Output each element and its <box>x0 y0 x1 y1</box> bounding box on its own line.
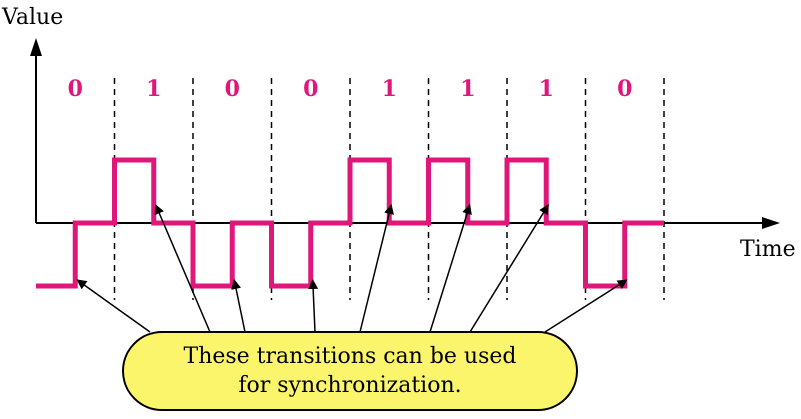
callout-bubble <box>122 331 578 411</box>
bit-label: 1 <box>382 76 397 102</box>
transition-arrow <box>469 204 549 333</box>
x-axis-arrowhead <box>762 217 780 229</box>
bit-label: 0 <box>303 76 318 102</box>
bit-labels: 0 1 0 0 1 1 1 0 <box>68 76 633 102</box>
y-axis-arrowhead <box>30 38 42 56</box>
bit-label: 1 <box>539 76 554 102</box>
bit-label: 0 <box>225 76 240 102</box>
transition-arrow <box>154 204 211 333</box>
bit-label: 0 <box>68 76 83 102</box>
y-axis-label: Value <box>1 5 63 30</box>
transition-arrow <box>429 204 472 333</box>
bit-label: 1 <box>146 76 161 102</box>
transition-arrow <box>544 279 628 333</box>
transition-arrow <box>308 279 319 333</box>
transition-arrow <box>231 279 246 333</box>
bit-label: 1 <box>460 76 475 102</box>
bit-label: 0 <box>617 76 632 102</box>
transition-arrow <box>359 204 394 333</box>
callout-line-1: These transitions can be used <box>184 344 517 369</box>
transition-arrows <box>76 204 628 333</box>
x-axis-label: Time <box>740 237 796 262</box>
callout-line-2: for synchronization. <box>238 373 461 398</box>
transition-arrow <box>76 279 151 333</box>
